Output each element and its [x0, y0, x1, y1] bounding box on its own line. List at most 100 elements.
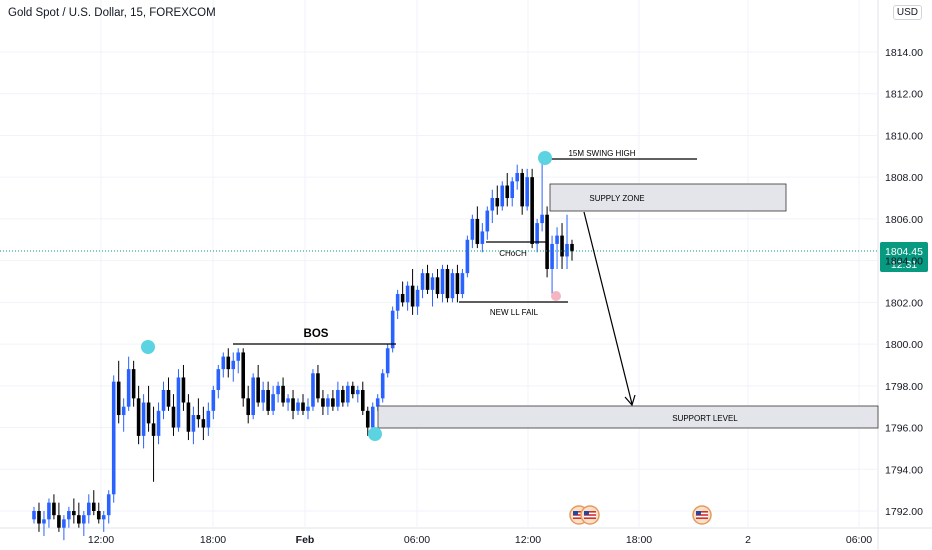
candle-body — [475, 218, 480, 244]
candle — [296, 398, 300, 416]
candle — [425, 264, 430, 295]
candle-body — [166, 389, 171, 407]
candle — [321, 389, 325, 416]
candle-body — [211, 389, 216, 411]
candle — [495, 185, 500, 215]
candle-body — [246, 398, 251, 416]
candle-body — [555, 235, 559, 244]
price-tick-label: 1802.00 — [885, 297, 923, 309]
candle-body — [405, 285, 410, 303]
candle — [410, 268, 415, 315]
price-axis[interactable]: 1792.00 1794.00 1796.00 1798.00 1800.00 1802.… — [885, 47, 923, 518]
candle — [365, 406, 370, 436]
candle-body — [430, 277, 435, 290]
candle — [570, 239, 574, 261]
candle-body — [261, 389, 265, 403]
candle — [460, 268, 465, 299]
time-tick-label: 12:00 — [515, 534, 541, 546]
us-flag-icon[interactable] — [580, 505, 600, 525]
candle-body — [355, 389, 360, 395]
candle-body — [57, 515, 61, 528]
candle-body — [341, 389, 345, 403]
price-tick-label: 1804.00 — [885, 256, 923, 268]
candle — [116, 360, 121, 424]
candle — [430, 273, 435, 307]
candle — [91, 490, 96, 516]
candle-body — [565, 243, 569, 257]
projection-arrow-head — [624, 394, 636, 407]
candle — [540, 156, 544, 232]
price-tick-label: 1796.00 — [885, 423, 923, 435]
candle-body — [321, 398, 325, 407]
candle — [415, 285, 420, 315]
swing-high-annotation[interactable]: 15M SWING HIGH — [546, 149, 697, 160]
price-tick-label: 1794.00 — [885, 464, 923, 476]
candle-body — [375, 398, 380, 407]
candle-body — [316, 373, 320, 399]
candle — [455, 264, 460, 303]
swing-high-label: 15M SWING HIGH — [568, 149, 635, 158]
candle-body — [236, 352, 241, 361]
support-level-zone[interactable]: SUPPORT LEVEL — [377, 405, 879, 429]
projection-arrow[interactable] — [583, 211, 636, 407]
symbol-title[interactable]: Gold Spot / U.S. Dollar, 15, FOREXCOM — [8, 7, 216, 19]
current-price-tag: 1804.45 12:31 — [880, 242, 928, 272]
support-level-label: SUPPORT LEVEL — [672, 414, 738, 423]
candle-body — [540, 214, 544, 224]
candle — [515, 164, 520, 190]
us-flag-icon[interactable] — [692, 505, 712, 525]
candle-body — [82, 515, 86, 524]
swing-marker-left — [141, 340, 155, 354]
supply-zone[interactable]: SUPPLY ZONE — [549, 183, 787, 212]
candle-body — [86, 502, 91, 516]
time-tick-label: 06:00 — [846, 534, 872, 546]
candle — [370, 402, 375, 432]
price-tick-label: 1800.00 — [885, 339, 923, 351]
candle-body — [131, 369, 136, 399]
candle — [510, 177, 515, 207]
price-tick-label: 1812.00 — [885, 89, 923, 101]
candle — [311, 369, 315, 411]
candle — [201, 406, 206, 441]
candle-body — [470, 218, 475, 240]
choch-annotation[interactable]: CHoCH — [486, 241, 548, 258]
candle-body — [111, 381, 116, 495]
economic-events[interactable] — [569, 505, 712, 525]
candle — [450, 268, 455, 303]
candle — [37, 502, 41, 532]
candle-body — [311, 373, 315, 407]
candle-body — [62, 519, 66, 528]
price-tick-label: 1808.00 — [885, 172, 923, 184]
currency-selector[interactable]: USD — [892, 5, 922, 20]
supply-zone-label: SUPPLY ZONE — [589, 194, 644, 203]
candle — [286, 394, 290, 411]
time-axis[interactable]: 12:00 18:00 Feb 06:00 12:00 18:00 2 06:00 — [88, 534, 872, 546]
candle — [346, 381, 350, 407]
candle — [231, 352, 236, 382]
candle — [301, 394, 305, 416]
candle-body — [460, 273, 465, 295]
candle-body — [296, 402, 300, 411]
candle — [211, 385, 216, 420]
pivot-markers — [141, 151, 561, 441]
candle-body — [560, 235, 564, 257]
candle — [395, 289, 400, 320]
time-tick-label: 2 — [745, 534, 751, 546]
bos-annotation[interactable]: BOS — [233, 328, 396, 345]
candle — [480, 223, 485, 253]
current-price-value: 1804.45 — [885, 246, 923, 258]
candle — [560, 223, 564, 269]
candle — [106, 490, 111, 524]
candle — [176, 369, 181, 432]
new-ll-annotation[interactable]: NEW LL FAIL — [459, 301, 568, 317]
candle-body — [151, 423, 156, 436]
candle-body — [450, 273, 455, 299]
candle — [156, 402, 161, 445]
candle-body — [380, 373, 385, 399]
candle-body — [306, 406, 310, 411]
candle-body — [47, 502, 51, 520]
candle — [380, 369, 385, 403]
candle — [246, 385, 251, 424]
candle — [360, 381, 365, 416]
